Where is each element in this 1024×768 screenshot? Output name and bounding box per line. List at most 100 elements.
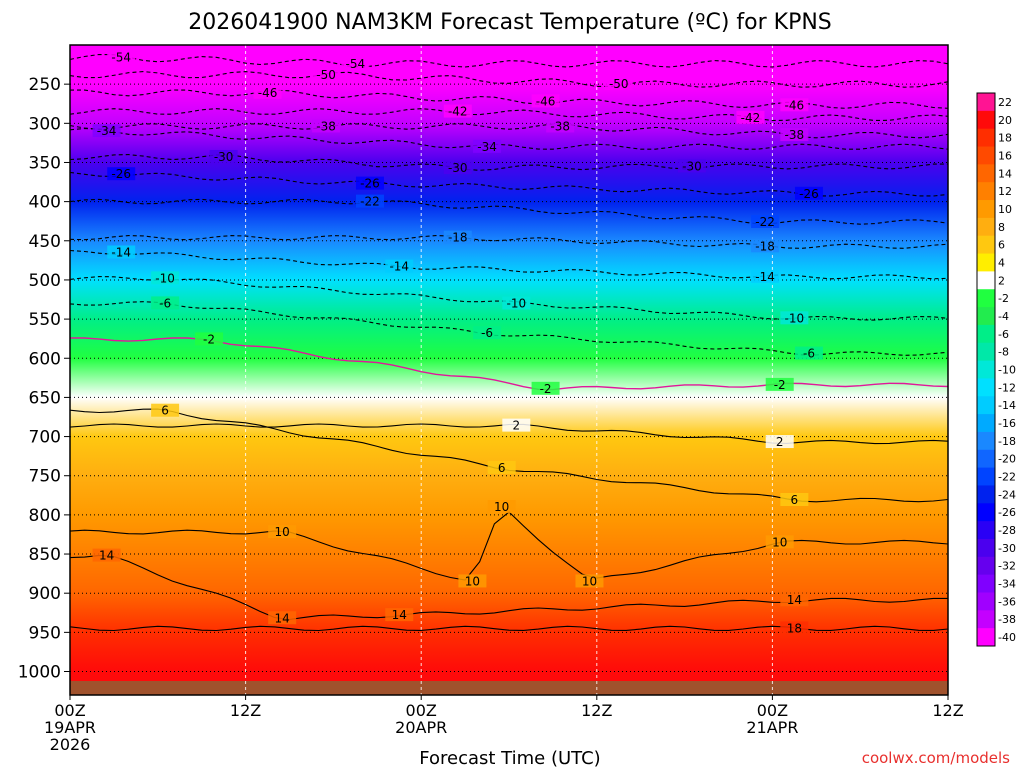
contour-label: -30 [448,161,468,175]
colorbar-swatch [977,396,995,415]
x-tick-label: 19APR [44,718,96,737]
x-tick-label: 00Z [757,701,788,720]
colorbar-swatch [977,200,995,219]
x-tick-label: 12Z [230,701,261,720]
colorbar-label: -26 [998,506,1016,519]
colorbar-label: -28 [998,524,1016,537]
contour-label-bg [473,326,502,340]
contour-label-bg [312,119,341,133]
colorbar-label: 20 [998,114,1012,127]
contour-label: -14 [111,246,131,260]
colorbar-label: -18 [998,435,1016,448]
contour-label-bg [487,500,516,514]
colorbar-label: -24 [998,488,1016,501]
contour-label-bg [92,124,121,138]
contour-label: 10 [772,535,787,549]
contour-label-bg [253,85,282,99]
colorbar-label: -32 [998,560,1016,573]
y-tick-label: 850 [29,545,61,565]
contour-label-bg [151,296,180,310]
contour-label: -30 [214,150,234,164]
colorbar-swatch [977,324,995,344]
contour-label: -54 [111,51,131,65]
colorbar-label: -16 [998,417,1016,430]
colorbar-label: 22 [998,96,1012,109]
contour-label-bg [341,56,370,70]
contour-label-bg [794,346,823,360]
contour-label: -14 [755,270,775,284]
contour-label: 14 [787,593,802,607]
contour-label-bg [355,176,384,190]
colorbar-label: 6 [998,239,1005,252]
contour-label: -10 [507,296,527,310]
contour-label: -38 [785,128,805,142]
colorbar-swatch [977,342,995,362]
contour-label: -6 [159,296,171,310]
contour-label-bg [107,50,136,64]
contour-label: -6 [803,347,815,361]
contour-label: -34 [477,140,497,154]
contour-label: -26 [360,177,380,191]
contour-label: -42 [448,105,468,119]
contour-label: -10 [785,311,805,325]
contour-label-bg [385,259,414,273]
contour-label: 10 [275,525,290,539]
contour-label: -6 [481,326,493,340]
contour-label: -30 [682,159,702,173]
contour-label-bg [195,332,224,346]
y-tick-label: 450 [29,232,61,252]
contour-label: -22 [360,195,380,209]
x-tick-label: 2026 [50,735,91,754]
isotherm-line [70,198,948,225]
contour-label: 14 [99,549,114,563]
colorbar-swatch [977,128,995,148]
colorbar-label: -2 [998,292,1009,305]
contour-label-bg [151,271,180,285]
contour-label: 6 [791,493,799,507]
contour-label-bg [765,377,794,391]
colorbar-swatch [977,610,995,629]
contour-label-bg [575,574,604,588]
colorbar-swatch [977,110,995,130]
contour-label-bg [765,435,794,449]
colorbar-label: -38 [998,613,1016,626]
y-tick-label: 300 [29,114,61,134]
contour-label-bg [151,403,180,417]
ground-terrain [70,681,948,695]
isotherm-line [70,127,948,150]
contour-label: -46 [536,94,556,108]
colorbar-swatch [977,164,995,183]
colorbar-label: -36 [998,595,1016,608]
contour-label-bg [751,239,780,253]
colorbar-swatch [977,467,995,486]
isotherm-line [70,108,948,122]
colorbar-swatch [977,485,995,504]
contour-label-bg [458,574,487,588]
y-tick-label: 350 [29,153,61,173]
contour-label-bg [443,160,472,174]
colorbar-label: -4 [998,310,1009,323]
isotherm-line [70,71,948,88]
x-tick-label: 00Z [54,701,85,720]
contour-label: 10 [494,500,509,514]
contour-label: -46 [258,86,278,100]
isotherm-contours: -54 -54-50-50-46-46 -46-42 -42-38 -38-38-34-… [70,50,948,635]
contour-label-bg [780,493,809,506]
plot-frame [69,44,949,696]
y-tick-label: 400 [29,193,61,213]
contour-label: -18 [755,239,775,253]
contour-label: 2 [512,419,520,433]
colorbar-label: 12 [998,185,1012,198]
contour-label: -50 [316,68,336,82]
y-tick-label: 250 [29,75,61,95]
contour-label-bg [765,535,794,549]
colorbar-swatch [977,592,995,611]
contour-label-bg [780,98,809,112]
contour-label-bg [107,167,136,181]
colorbar-swatch [977,93,995,112]
contour-label: 6 [161,404,169,418]
contour-label: -2 [540,382,552,396]
isotherm-line [70,53,948,68]
x-tick-label: 12Z [932,701,963,720]
